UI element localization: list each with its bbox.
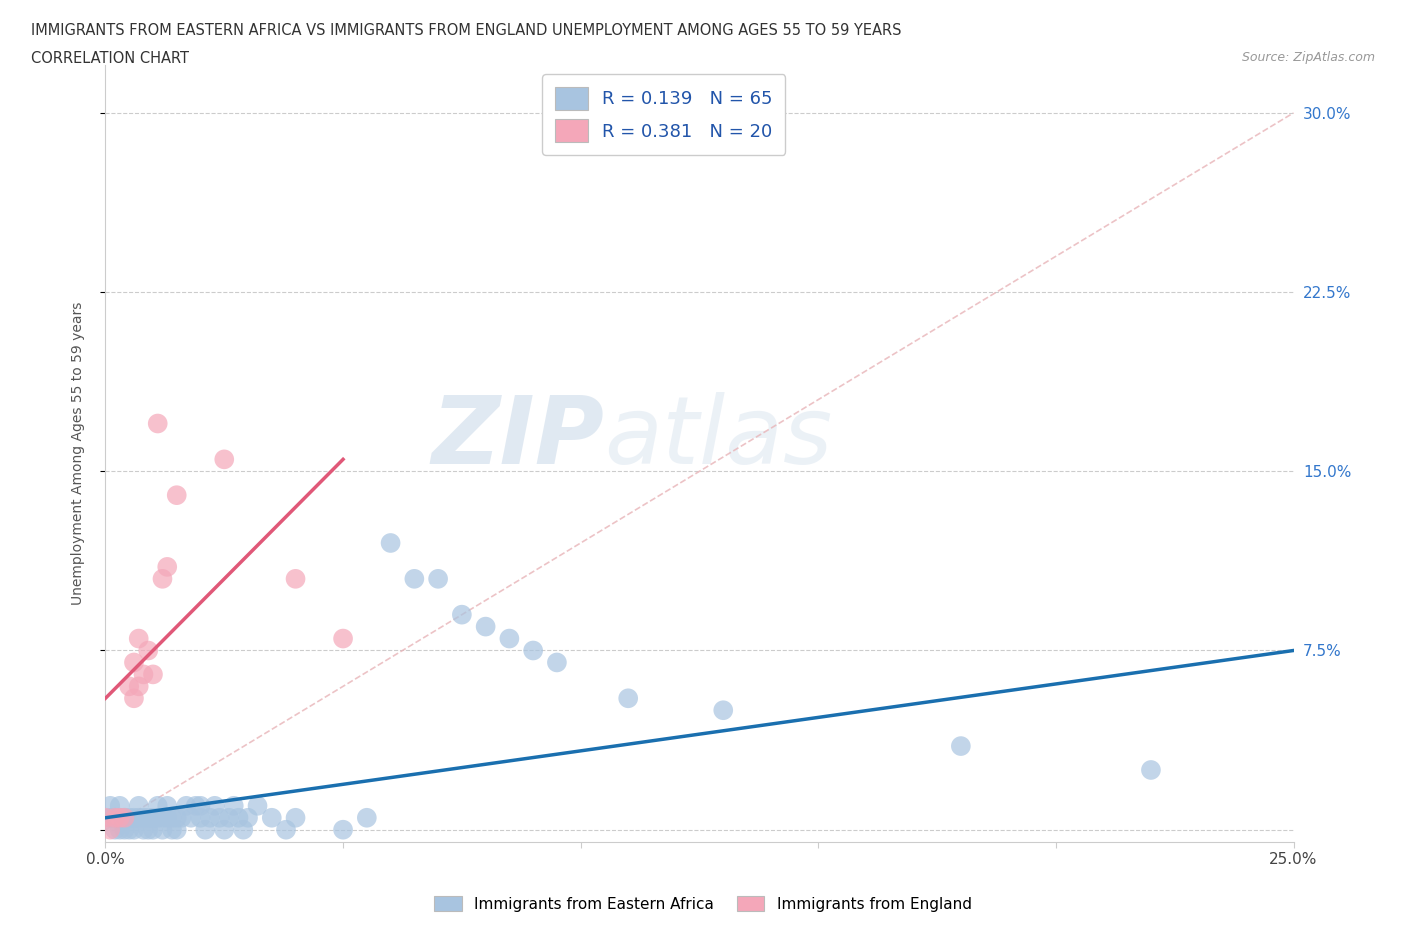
Point (146, 810, 169, 825)
Text: CORRELATION CHART: CORRELATION CHART (31, 51, 188, 66)
Point (114, 810, 136, 825)
Y-axis label: Unemployment Among Ages 55 to 59 years: Unemployment Among Ages 55 to 59 years (70, 301, 84, 605)
Point (214, 452, 236, 467)
Point (474, 619, 496, 634)
Point (617, 691, 640, 706)
Point (208, 810, 231, 825)
Point (122, 822, 145, 837)
Point (274, 822, 297, 837)
Point (128, 810, 150, 825)
Text: atlas: atlas (605, 392, 832, 484)
Point (122, 655, 145, 670)
Point (146, 798, 169, 813)
Point (132, 810, 155, 825)
Point (284, 571, 307, 586)
Point (136, 822, 159, 837)
Point (218, 810, 240, 825)
Point (522, 643, 544, 658)
Point (194, 822, 217, 837)
Point (98, 822, 121, 837)
Point (114, 810, 136, 825)
Point (332, 822, 354, 837)
Point (128, 798, 150, 813)
Point (260, 810, 283, 825)
Point (122, 810, 145, 825)
Point (184, 798, 207, 813)
Point (427, 571, 450, 586)
Point (152, 822, 174, 837)
Text: Source: ZipAtlas.com: Source: ZipAtlas.com (1241, 51, 1375, 64)
Point (104, 822, 127, 837)
Point (114, 822, 136, 837)
Point (450, 607, 472, 622)
Point (498, 631, 520, 646)
Point (156, 810, 179, 825)
Point (711, 703, 734, 718)
Text: ZIP: ZIP (432, 392, 605, 484)
Point (104, 810, 127, 825)
Point (332, 631, 354, 646)
Point (152, 571, 174, 586)
Point (142, 810, 165, 825)
Point (118, 679, 141, 694)
Point (190, 798, 212, 813)
Legend: Immigrants from Eastern Africa, Immigrants from England: Immigrants from Eastern Africa, Immigran… (429, 889, 977, 918)
Point (132, 667, 155, 682)
Point (228, 810, 250, 825)
Point (136, 643, 159, 658)
Point (166, 822, 188, 837)
Point (98, 810, 121, 825)
Point (132, 822, 155, 837)
Point (222, 798, 245, 813)
Point (190, 810, 212, 825)
Point (236, 810, 259, 825)
Point (174, 798, 197, 813)
Point (166, 487, 188, 502)
Point (284, 810, 307, 825)
Point (128, 679, 150, 694)
Point (136, 810, 159, 825)
Point (160, 822, 183, 837)
Point (380, 536, 402, 551)
Point (122, 691, 145, 706)
Point (949, 738, 972, 753)
Point (146, 416, 169, 431)
Point (156, 560, 179, 575)
Point (170, 810, 193, 825)
Point (160, 810, 183, 825)
Point (232, 822, 254, 837)
Point (108, 810, 131, 825)
Point (98, 798, 121, 813)
Text: IMMIGRANTS FROM EASTERN AFRICA VS IMMIGRANTS FROM ENGLAND UNEMPLOYMENT AMONG AGE: IMMIGRANTS FROM EASTERN AFRICA VS IMMIGR… (31, 23, 901, 38)
Point (246, 798, 269, 813)
Point (152, 810, 174, 825)
Legend: R = 0.139   N = 65, R = 0.381   N = 20: R = 0.139 N = 65, R = 0.381 N = 20 (543, 74, 785, 154)
Point (118, 822, 141, 837)
Point (108, 798, 131, 813)
Point (166, 810, 188, 825)
Point (108, 810, 131, 825)
Point (108, 822, 131, 837)
Point (1140, 763, 1163, 777)
Point (94, 810, 117, 825)
Point (142, 822, 165, 837)
Point (142, 667, 165, 682)
Point (104, 810, 127, 825)
Point (546, 655, 568, 670)
Point (156, 798, 179, 813)
Point (204, 798, 226, 813)
Point (198, 810, 221, 825)
Point (356, 810, 378, 825)
Point (180, 810, 202, 825)
Point (214, 822, 236, 837)
Point (118, 810, 141, 825)
Point (404, 571, 426, 586)
Point (128, 631, 150, 646)
